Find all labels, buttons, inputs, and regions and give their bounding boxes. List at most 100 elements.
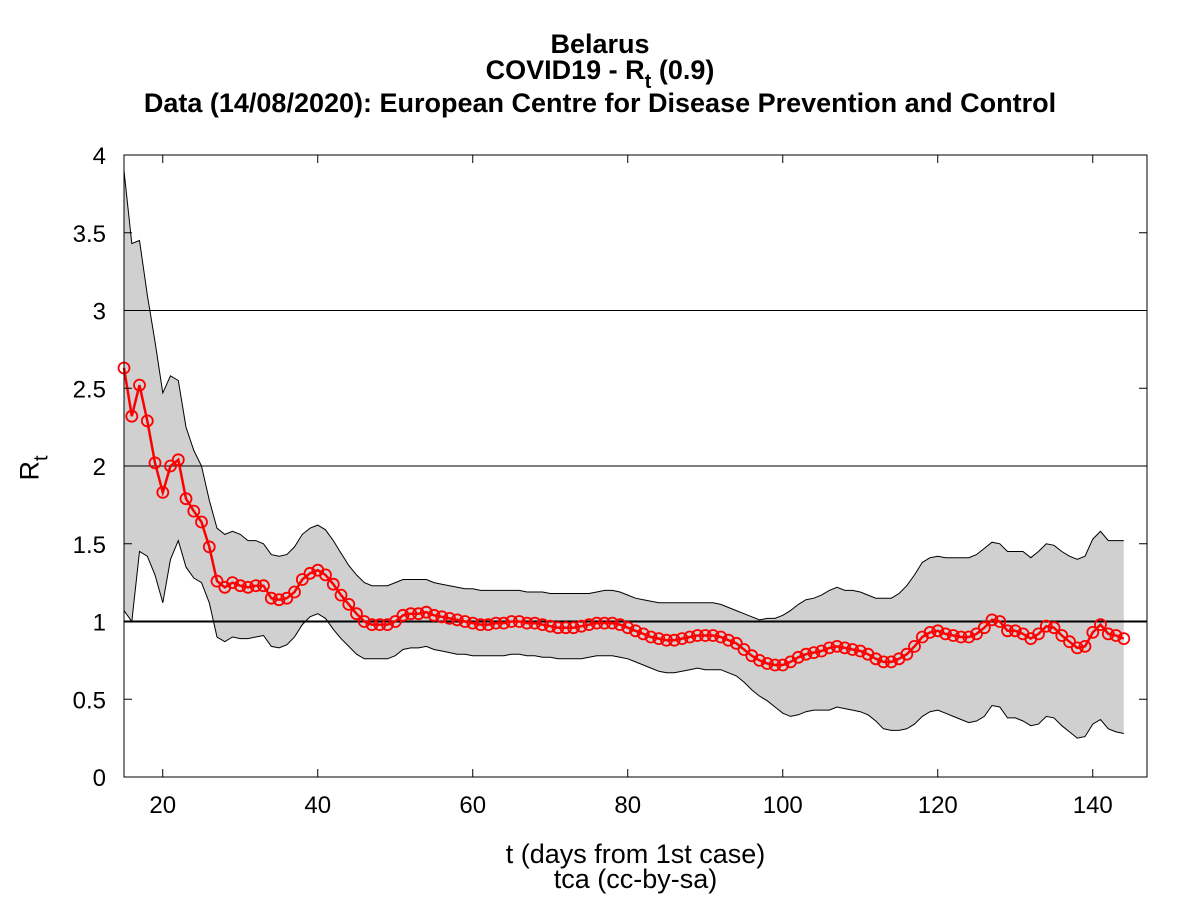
x-tick-label: 60 <box>459 792 486 819</box>
rt-data-point <box>985 613 999 627</box>
rt-data-point <box>613 618 627 631</box>
rt-data-point <box>884 655 898 669</box>
rt-data-point <box>1047 621 1061 635</box>
rt-data-point <box>280 591 294 605</box>
y-tick-label: 0 <box>93 765 106 792</box>
rt-data-point <box>931 624 945 638</box>
rt-data-point <box>187 504 201 518</box>
rt-data-point <box>543 619 557 633</box>
rt-data-point <box>660 633 673 647</box>
rt-data-point <box>427 608 441 622</box>
rt-data-point <box>226 576 239 589</box>
rt-data-point <box>396 608 410 622</box>
rt-data-point <box>210 574 224 588</box>
y-axis-label-subscript: t <box>30 455 53 462</box>
rt-data-point <box>536 618 549 631</box>
rt-data-point <box>582 618 596 631</box>
rt-data-point <box>450 613 464 627</box>
rt-data-point <box>125 409 139 423</box>
rt-data-point <box>590 616 604 630</box>
rt-data-point <box>853 644 867 658</box>
rt-data-point <box>737 643 751 656</box>
rt-data-point <box>326 577 340 591</box>
rt-data-point <box>908 640 921 653</box>
rt-data-point <box>171 453 185 467</box>
rt-data-point <box>559 621 573 635</box>
rt-data-point <box>357 615 371 628</box>
reference-lines-layer <box>124 310 1147 623</box>
rt-data-point <box>768 658 782 672</box>
rt-data-point <box>799 647 813 661</box>
rt-data-point <box>264 591 278 605</box>
rt-data-point <box>520 616 534 630</box>
rt-data-point <box>722 633 735 647</box>
rt-data-point <box>528 616 542 630</box>
rt-data-point <box>1055 629 1069 642</box>
rt-data-point <box>877 655 890 669</box>
rt-data-point <box>202 540 216 554</box>
rt-data-point <box>388 615 402 628</box>
rt-data-point <box>179 492 193 506</box>
rt-data-point <box>1117 632 1131 645</box>
rt-data-point <box>946 629 960 642</box>
rt-data-point <box>195 515 208 529</box>
chart-title-source: Data (14/08/2020): European Centre for D… <box>143 88 1057 118</box>
rt-data-point <box>481 618 495 631</box>
rt-data-point <box>505 615 518 628</box>
rt-data-point <box>419 605 433 619</box>
rt-data-point <box>683 630 697 644</box>
rt-data-point <box>381 618 394 631</box>
title-metric-rest: (0.9) <box>651 55 715 85</box>
rt-data-point <box>1063 635 1076 649</box>
rt-data-point <box>156 485 170 499</box>
rt-data-point <box>776 658 790 672</box>
rt-data-point <box>652 632 666 645</box>
rt-data-point <box>303 566 317 580</box>
rt-data-point <box>373 618 387 631</box>
rt-data-point <box>1032 627 1045 641</box>
rt-data-point <box>1070 641 1084 655</box>
confidence-band-layer <box>123 170 1124 739</box>
axis-ticks-layer: 20 40 60 80 100 120 140 0 0.5 1 1.5 2 2.5 3 3.5 4 <box>73 143 1147 819</box>
rt-data-point <box>288 585 301 599</box>
y-tick-label: 1.5 <box>73 532 106 559</box>
rt-data-point <box>474 618 487 631</box>
rt-data-point <box>133 378 146 392</box>
x-axis-label: t (days from 1st case) <box>505 839 766 869</box>
rt-data-point <box>923 626 937 639</box>
rt-data-point <box>962 630 976 644</box>
band-lower-edge <box>123 539 1124 739</box>
rt-data-point <box>691 629 704 642</box>
rt-data-point <box>1039 619 1053 633</box>
rt-data-point <box>365 618 379 631</box>
x-tick-label: 120 <box>918 792 958 819</box>
rt-data-point <box>869 652 883 666</box>
rt-data-point <box>551 621 565 635</box>
x-tick-label: 100 <box>763 792 803 819</box>
rt-data-point <box>458 615 472 628</box>
y-tick-label: 3.5 <box>73 221 106 248</box>
x-tick-label: 140 <box>1073 792 1113 819</box>
rt-data-point <box>319 568 332 582</box>
rt-data-point <box>489 616 503 630</box>
rt-data-point <box>791 650 805 664</box>
y-axis-label: Rt <box>0 438 54 498</box>
y-tick-label: 2.5 <box>73 376 106 403</box>
rt-data-point <box>993 615 1007 628</box>
rt-data-point <box>822 641 836 655</box>
rt-data-point <box>443 612 456 625</box>
x-tick-label: 20 <box>149 792 176 819</box>
rt-data-point <box>574 619 588 633</box>
rt-data-point <box>970 627 983 641</box>
rt-data-point <box>939 627 952 641</box>
x-tick-label: 40 <box>304 792 331 819</box>
chart-title-metric: COVID19 - Rt (0.9) <box>0 55 1200 94</box>
rt-data-point <box>605 616 619 630</box>
rt-data-point <box>598 616 611 630</box>
rt-data-point <box>249 579 263 593</box>
rt-data-point <box>257 579 270 593</box>
y-tick-label: 2 <box>93 454 106 481</box>
rt-data-point <box>567 621 580 635</box>
rt-data-point <box>272 593 286 607</box>
rt-data-point <box>350 607 363 621</box>
